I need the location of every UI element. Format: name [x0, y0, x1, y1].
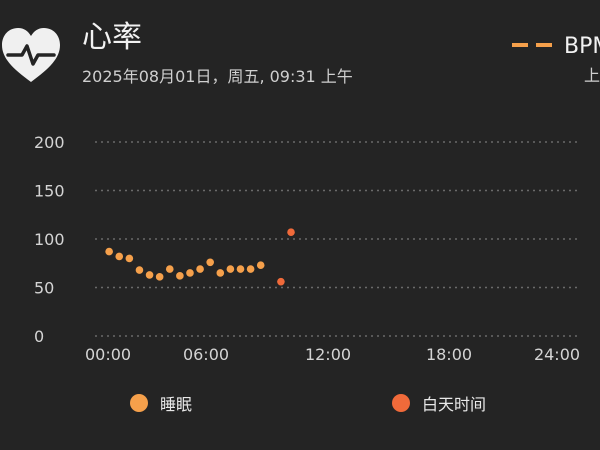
x-tick-label: 12:00	[305, 345, 351, 364]
daytime-data-point	[287, 228, 295, 237]
sleep-data-point	[165, 265, 174, 273]
sleep-data-point	[216, 269, 225, 277]
dashed-line-legend-icon	[512, 43, 552, 47]
legend-sleep: 睡眠	[130, 392, 192, 414]
sleep-data-point	[125, 254, 134, 263]
y-tick-label: 100	[34, 230, 65, 249]
x-tick-label: 00:00	[85, 345, 131, 364]
y-tick-label: 0	[34, 327, 44, 346]
y-tick-label: 50	[34, 279, 54, 298]
x-axis-ticks: 00:00 06:00 12:00 18:00 24:00	[85, 345, 580, 364]
legend-daytime: 白天时间	[392, 392, 486, 414]
sleep-data-point	[246, 265, 255, 273]
chart-grid	[95, 141, 580, 337]
sleep-data-point	[206, 258, 214, 267]
sleep-data-point	[226, 265, 235, 273]
legend-unit-label: BPM	[564, 34, 600, 59]
sleep-data-point	[256, 261, 265, 269]
y-tick-label: 150	[34, 182, 65, 201]
sleep-data-point	[155, 273, 164, 281]
legend-ampm-label: 上	[584, 66, 600, 85]
sleep-data-point	[135, 266, 144, 274]
sleep-data-point	[145, 271, 154, 279]
sleep-data-point	[105, 247, 113, 256]
sleep-data-point	[236, 265, 245, 273]
legend-sleep-label: 睡眠	[160, 395, 193, 414]
heart-rate-icon	[2, 28, 60, 82]
sleep-data-point	[196, 265, 204, 273]
x-tick-label: 06:00	[183, 345, 229, 364]
page-title: 心率	[82, 20, 142, 55]
x-tick-label: 24:00	[534, 345, 580, 364]
sleep-data-point	[115, 252, 124, 261]
sleep-data-point	[186, 269, 194, 277]
legend-daytime-dot-icon	[392, 394, 410, 412]
legend-sleep-dot-icon	[130, 394, 148, 412]
sleep-data-point	[176, 272, 184, 280]
y-axis-ticks: 200 150 100 50 0	[34, 133, 65, 346]
x-tick-label: 18:00	[426, 345, 472, 364]
measurement-datetime: 2025年08月01日，周五, 09:31 上午	[82, 67, 353, 86]
legend-daytime-label: 白天时间	[422, 395, 487, 414]
data-points	[105, 228, 295, 286]
heart-rate-chart: 200 150 100 50 0 00:00 06:00 12:00 18:00 24:00	[34, 133, 580, 364]
y-tick-label: 200	[34, 133, 65, 152]
chart-unit-legend: BPM 上	[512, 34, 600, 94]
daytime-data-point	[277, 277, 285, 286]
